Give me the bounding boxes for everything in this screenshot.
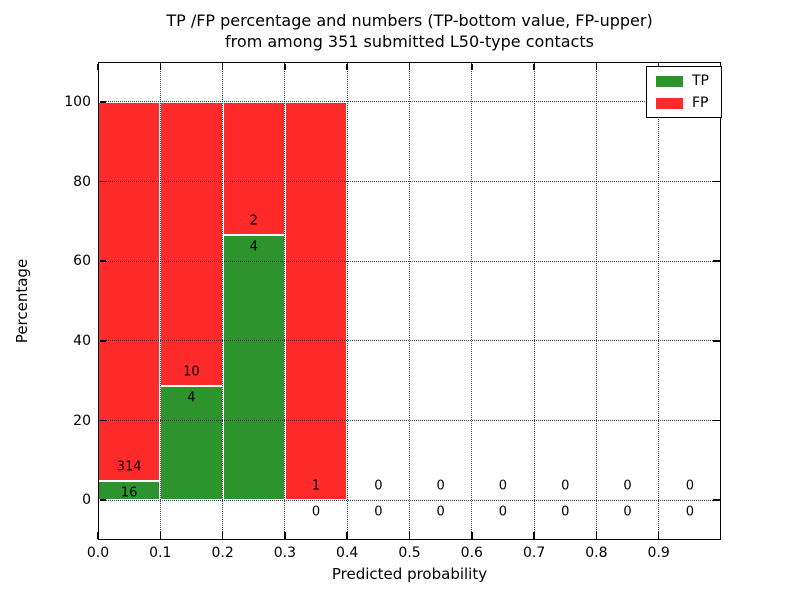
y-tick-right-60 (713, 260, 720, 262)
x-tick-label-0.0: 0.0 (86, 545, 110, 561)
y-tick-left-20 (99, 419, 106, 422)
x-tick-label-0.6: 0.6 (460, 545, 483, 561)
x-tick-bottom-0.2 (221, 532, 224, 539)
bar-label-tp-3: 0 (311, 504, 321, 520)
x-tick-top-0.6 (471, 63, 473, 70)
bar-label-tp-2: 4 (249, 239, 258, 255)
chart-title: TP /FP percentage and numbers (TP-bottom… (98, 10, 721, 52)
y-tick-label-80: 80 (73, 173, 91, 190)
y-axis-label: Percentage (13, 258, 31, 344)
x-tick-top-0.8 (595, 63, 598, 70)
y-tick-right-40 (713, 340, 720, 342)
bar-label-tp-4: 0 (374, 504, 383, 520)
bar-label-tp-9: 0 (685, 504, 694, 520)
x-tick-bottom-0.7 (533, 532, 535, 539)
bar-label-fp-7: 0 (561, 478, 570, 494)
bar-label-tp-6: 0 (498, 504, 508, 520)
gridline-v-0.4 (346, 62, 348, 540)
gridline-v-0.3 (284, 62, 286, 540)
bar-fp-3 (284, 101, 348, 501)
x-tick-top-0.0 (97, 63, 99, 70)
legend-label-fp: FP (692, 95, 709, 111)
bar-tp-2 (222, 234, 285, 501)
x-tick-top-0.2 (221, 63, 224, 70)
bar-label-tp-7: 0 (561, 504, 570, 520)
y-tick-label-60: 60 (73, 253, 91, 270)
x-tick-top-0.3 (284, 63, 286, 70)
gridline-v-0.9 (658, 62, 660, 540)
bar-label-fp-9: 0 (685, 478, 694, 494)
bar-label-fp-8: 0 (623, 478, 632, 494)
x-tick-label-0.2: 0.2 (211, 545, 234, 561)
chart-title-line2: from among 351 submitted L50-type contac… (225, 32, 594, 51)
y-tick-right-0 (713, 499, 720, 501)
bar-label-fp-4: 0 (374, 478, 383, 494)
gridline-v-0.7 (533, 62, 535, 540)
legend-item-tp: TP (656, 74, 709, 88)
bar-label-tp-8: 0 (623, 504, 632, 520)
bar-label-fp-1: 10 (183, 364, 200, 380)
gridline-v-0.6 (471, 62, 473, 540)
gridline-v-0.5 (409, 62, 410, 540)
bar-label-tp-5: 0 (436, 504, 445, 520)
y-tick-left-40 (99, 340, 106, 342)
x-tick-top-0.1 (159, 63, 162, 70)
y-tick-left-60 (99, 260, 106, 262)
bar-label-tp-1: 4 (187, 390, 196, 406)
y-tick-left-100 (99, 101, 106, 103)
legend-swatch-tp-icon (656, 75, 683, 87)
x-tick-label-0.8: 0.8 (585, 545, 608, 561)
bar-label-fp-0: 314 (116, 459, 142, 475)
x-tick-top-0.5 (408, 63, 411, 70)
bar-label-tp-0: 16 (120, 485, 138, 501)
x-tick-top-0.7 (533, 63, 535, 70)
bar-label-fp-5: 0 (436, 478, 445, 494)
x-tick-bottom-0.4 (346, 532, 348, 539)
x-tick-label-0.4: 0.4 (336, 545, 359, 561)
legend-swatch-fp-icon (656, 97, 683, 109)
x-tick-bottom-0.5 (408, 532, 411, 539)
x-tick-label-0.3: 0.3 (273, 545, 297, 561)
bar-label-fp-3: 1 (311, 478, 321, 494)
y-tick-right-80 (713, 180, 720, 183)
x-tick-bottom-0.3 (284, 532, 286, 539)
legend: TP FP (646, 66, 722, 118)
y-tick-label-20: 20 (73, 412, 91, 429)
legend-item-fp: FP (656, 96, 709, 110)
x-tick-bottom-0.9 (657, 532, 660, 539)
x-tick-label-0.7: 0.7 (522, 545, 546, 561)
y-tick-label-100: 100 (64, 93, 91, 110)
x-tick-label-0.1: 0.1 (149, 545, 172, 561)
x-tick-bottom-0.1 (159, 532, 162, 539)
x-tick-bottom-0.0 (97, 532, 99, 539)
gridline-v-0.8 (595, 62, 597, 540)
x-tick-bottom-0.8 (595, 532, 598, 539)
legend-label-tp: TP (692, 73, 709, 89)
x-tick-label-0.5: 0.5 (398, 545, 421, 561)
bar-fp-0 (98, 101, 161, 481)
bar-fp-1 (160, 101, 223, 387)
gridline-v-0.1 (159, 62, 161, 540)
x-tick-top-0.4 (346, 63, 348, 70)
y-tick-label-0: 0 (82, 492, 91, 509)
y-tick-label-40: 40 (73, 332, 91, 349)
x-tick-bottom-0.6 (471, 532, 473, 539)
x-axis-label: Predicted probability (331, 565, 488, 583)
y-tick-right-20 (713, 419, 720, 422)
y-tick-left-0 (99, 499, 106, 501)
bar-label-fp-2: 2 (249, 213, 258, 229)
x-tick-label-0.9: 0.9 (647, 545, 670, 561)
gridline-v-0.2 (222, 62, 224, 540)
y-tick-left-80 (99, 180, 106, 183)
bar-label-fp-6: 0 (498, 478, 508, 494)
chart-title-line1: TP /FP percentage and numbers (TP-bottom… (166, 11, 653, 30)
